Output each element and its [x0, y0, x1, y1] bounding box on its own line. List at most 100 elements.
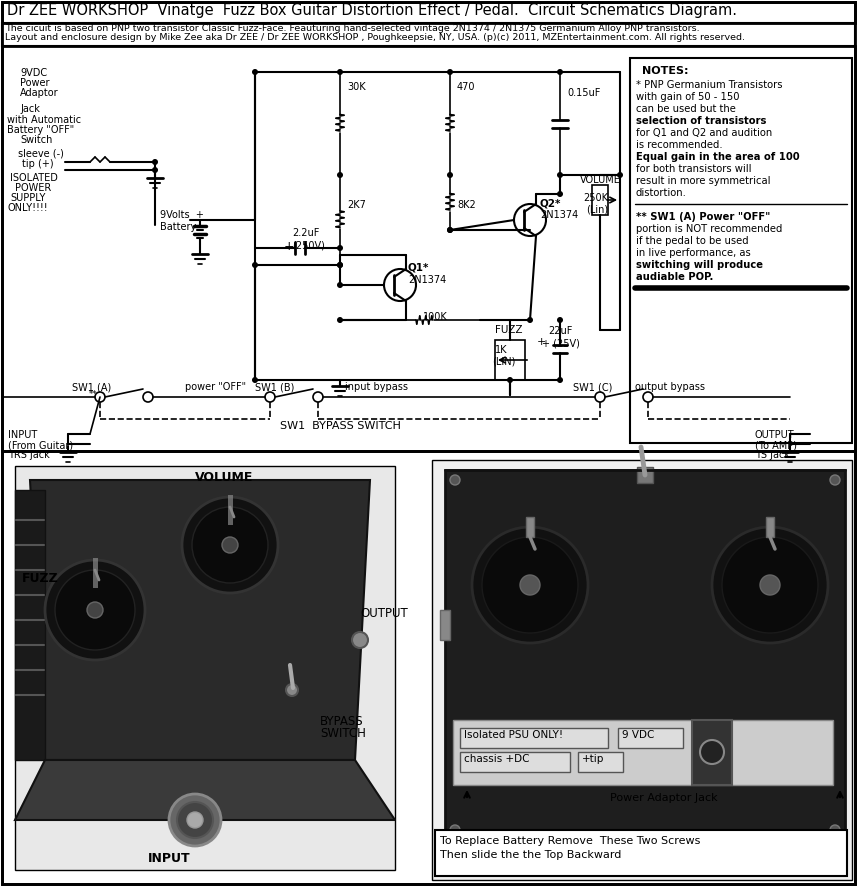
- Text: BYPASS: BYPASS: [320, 715, 363, 728]
- Circle shape: [337, 262, 343, 268]
- Text: ISOLATED: ISOLATED: [10, 173, 58, 183]
- Circle shape: [187, 812, 203, 828]
- Bar: [766, 517, 774, 537]
- Text: +: +: [284, 240, 295, 253]
- Text: with gain of 50 - 150: with gain of 50 - 150: [636, 92, 740, 102]
- Text: SW1 (A): SW1 (A): [72, 382, 111, 392]
- Text: VOLUME: VOLUME: [195, 471, 254, 484]
- Circle shape: [447, 172, 453, 178]
- Text: Power: Power: [20, 78, 50, 88]
- Circle shape: [700, 740, 724, 764]
- Text: ONLY!!!!: ONLY!!!!: [8, 203, 49, 213]
- Circle shape: [760, 575, 780, 595]
- Text: FUZZ: FUZZ: [22, 572, 59, 585]
- Text: +tip: +tip: [582, 754, 604, 764]
- Circle shape: [337, 245, 343, 251]
- Bar: [618, 728, 683, 748]
- Bar: [460, 752, 570, 772]
- Circle shape: [520, 575, 540, 595]
- Text: Battery: Battery: [160, 222, 196, 232]
- Bar: [637, 467, 653, 483]
- Text: Jack: Jack: [20, 104, 40, 114]
- Text: (To AMP): (To AMP): [755, 440, 797, 450]
- Circle shape: [182, 497, 278, 593]
- Circle shape: [830, 475, 840, 485]
- Text: tip (+): tip (+): [22, 159, 54, 169]
- Text: 250K: 250K: [583, 193, 608, 203]
- Text: INPUT: INPUT: [8, 430, 37, 440]
- Circle shape: [450, 475, 460, 485]
- Text: TRS jack: TRS jack: [8, 450, 50, 460]
- Text: 470: 470: [457, 82, 476, 92]
- Text: VOLUME: VOLUME: [580, 175, 620, 185]
- Text: **: **: [89, 390, 98, 399]
- Circle shape: [152, 167, 158, 173]
- Text: (From Guitar): (From Guitar): [8, 440, 73, 450]
- Circle shape: [177, 802, 213, 838]
- Text: chassis +DC: chassis +DC: [464, 754, 530, 764]
- Polygon shape: [15, 466, 395, 870]
- Text: output bypass: output bypass: [635, 382, 705, 392]
- Circle shape: [45, 560, 145, 660]
- Circle shape: [337, 172, 343, 178]
- Text: Then slide the the Top Backward: Then slide the the Top Backward: [440, 850, 621, 860]
- Circle shape: [337, 262, 343, 268]
- Circle shape: [222, 537, 238, 553]
- Text: Equal gain in the area of 100: Equal gain in the area of 100: [636, 152, 800, 162]
- Text: if the pedal to be used: if the pedal to be used: [636, 236, 749, 246]
- Circle shape: [482, 537, 578, 633]
- Text: sleeve (-): sleeve (-): [18, 148, 64, 158]
- Circle shape: [252, 262, 258, 268]
- Text: (250V): (250V): [292, 240, 325, 250]
- Circle shape: [152, 159, 158, 165]
- Text: audiable POP.: audiable POP.: [636, 272, 713, 282]
- Text: is recommended.: is recommended.: [636, 140, 722, 150]
- Text: for Q1 and Q2 and audition: for Q1 and Q2 and audition: [636, 128, 772, 138]
- Text: POWER: POWER: [15, 183, 51, 193]
- Text: The cicuit is based on PNP two transistor Classic Fuzz-Face. Feauturing hand-sel: The cicuit is based on PNP two transisto…: [5, 24, 699, 33]
- Polygon shape: [15, 490, 45, 760]
- Text: 30K: 30K: [347, 82, 366, 92]
- Bar: [440, 610, 450, 640]
- Text: switching will produce: switching will produce: [636, 260, 763, 270]
- Text: +: +: [537, 337, 547, 347]
- Polygon shape: [445, 470, 845, 840]
- Text: To Replace Battery Remove  These Two Screws: To Replace Battery Remove These Two Scre…: [440, 836, 700, 846]
- Text: INPUT: INPUT: [148, 852, 190, 865]
- Circle shape: [337, 282, 343, 288]
- Circle shape: [286, 684, 298, 696]
- Bar: [578, 752, 623, 772]
- Text: 9VDC: 9VDC: [20, 68, 47, 78]
- Text: Adaptor: Adaptor: [20, 88, 58, 98]
- Text: Dr ZEE WORKSHOP  Vinatge  Fuzz Box Guitar Distortion Effect / Pedal.  Circuit Sc: Dr ZEE WORKSHOP Vinatge Fuzz Box Guitar …: [7, 3, 737, 18]
- Text: OUTPUT: OUTPUT: [360, 607, 408, 620]
- Circle shape: [450, 825, 460, 835]
- Text: FUZZ: FUZZ: [495, 325, 523, 335]
- Circle shape: [557, 191, 563, 197]
- Bar: [495, 340, 525, 380]
- Text: 0.15uF: 0.15uF: [567, 88, 601, 98]
- Text: for both transistors will: for both transistors will: [636, 164, 752, 174]
- Circle shape: [447, 69, 453, 75]
- Circle shape: [507, 377, 513, 383]
- Text: ** SW1 (A) Power "OFF": ** SW1 (A) Power "OFF": [636, 212, 770, 222]
- Circle shape: [169, 794, 221, 846]
- Text: Isolated PSU ONLY!: Isolated PSU ONLY!: [464, 730, 563, 740]
- Text: Power Adaptor Jack: Power Adaptor Jack: [610, 793, 717, 803]
- Circle shape: [557, 317, 563, 323]
- Circle shape: [557, 69, 563, 75]
- Bar: [592, 185, 608, 215]
- Circle shape: [617, 172, 623, 178]
- Bar: [2, 451, 855, 884]
- Text: portion is NOT recommended: portion is NOT recommended: [636, 224, 782, 234]
- Text: * PNP Germanium Transistors: * PNP Germanium Transistors: [636, 80, 782, 90]
- Text: 1K: 1K: [495, 345, 507, 355]
- Circle shape: [712, 527, 828, 643]
- Text: TS Jack: TS Jack: [755, 450, 790, 460]
- Text: can be used but the: can be used but the: [636, 104, 736, 114]
- Circle shape: [447, 227, 453, 233]
- Text: 9 VDC: 9 VDC: [622, 730, 655, 740]
- Bar: [93, 558, 98, 588]
- Circle shape: [557, 172, 563, 178]
- Circle shape: [252, 69, 258, 75]
